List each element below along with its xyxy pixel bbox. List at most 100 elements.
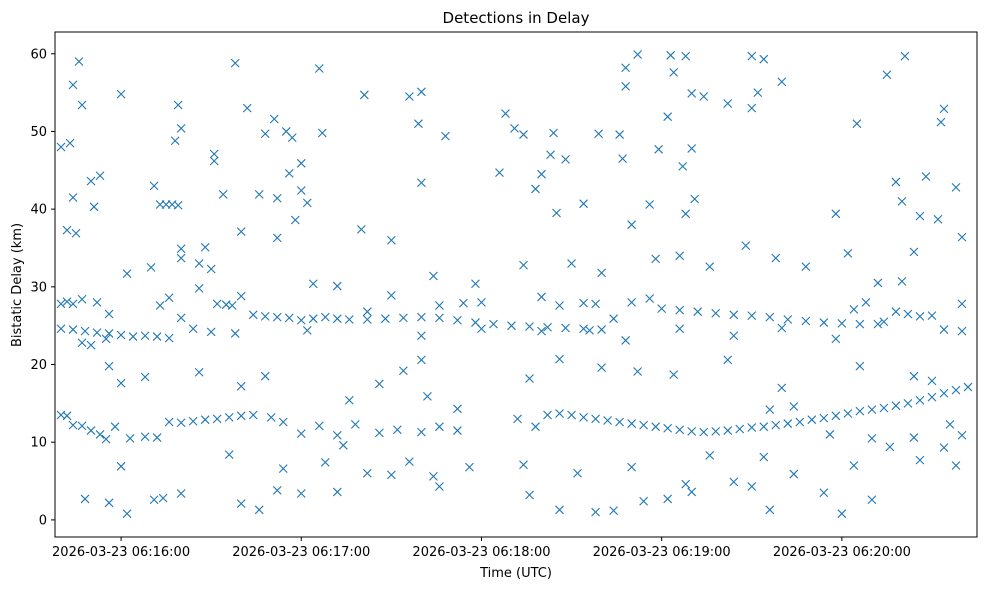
detection-point [176,253,186,263]
detection-point [272,233,282,243]
y-tick-label: 40 [30,203,47,218]
detection-point [579,199,588,209]
detection-point [789,469,799,479]
detection-point [513,414,522,424]
detection-point [639,420,649,430]
detection-point [849,461,859,470]
detection-point [86,340,96,350]
detection-point [819,413,829,423]
detection-point [849,304,859,314]
detection-point [555,301,564,310]
detection-point [125,433,135,443]
detection-point [194,283,204,293]
detection-point [591,414,600,424]
detection-point [284,169,294,178]
detection-point [621,81,631,91]
detection-point [825,430,835,439]
detection-point [501,109,510,118]
detection-point [95,430,105,439]
detection-point [465,462,474,472]
detection-point [927,392,937,402]
y-tick-label: 50 [30,125,47,140]
detection-point [164,293,174,303]
detection-point [561,323,570,333]
detection-point [206,264,216,274]
detection-point [621,63,631,73]
detection-point [308,314,318,324]
detection-point [65,138,75,148]
detection-point [332,487,342,497]
detection-point [386,235,396,245]
detection-point [236,411,246,421]
detection-point [146,263,156,272]
detection-point [77,294,87,304]
detection-point [690,194,700,204]
detection-point [801,316,811,326]
detection-point [68,299,78,309]
detection-point [218,189,228,199]
detection-point [236,291,246,301]
detection-point [543,410,552,420]
detection-point [453,315,462,325]
detection-point [531,184,540,194]
detection-point [945,419,955,429]
detection-point [296,158,306,168]
detection-point [362,468,372,478]
detection-point [200,242,210,252]
detection-point [194,367,204,377]
detection-point [609,506,618,515]
detection-point [777,383,787,393]
detection-point [525,490,534,500]
detection-point [248,310,258,320]
detection-point [435,482,444,491]
detection-point [681,51,691,61]
detection-point [939,443,949,453]
detection-point [831,209,841,219]
detection-point [765,312,775,322]
detection-point [765,505,775,515]
detection-point [417,427,426,437]
detection-point [735,424,745,434]
detection-point [903,309,913,319]
detection-point [591,507,600,517]
detection-point [62,297,72,306]
detection-point [68,193,78,202]
detection-point [699,92,709,101]
detection-point [122,269,132,279]
detection-point [546,150,555,160]
detection-point [867,495,877,505]
detection-point [110,422,120,432]
x-tick-label: 2026-03-23 06:19:00 [593,545,731,560]
detection-point [453,426,462,435]
detection-point [753,88,763,97]
detection-point [284,313,294,323]
detection-point [831,334,841,344]
detection-point [92,297,102,307]
detection-point [573,468,582,478]
detection-point [71,228,81,238]
detection-point [423,391,432,401]
detection-point [729,331,739,341]
detection-point [633,367,643,376]
detection-point [248,410,258,420]
detection-point [771,420,781,430]
detection-point [579,412,588,422]
detection-point [666,50,676,60]
detection-point [56,142,66,152]
detection-point [549,128,558,138]
detection-point [77,100,87,110]
detection-point [654,144,664,154]
detection-point [356,224,366,234]
detection-point [212,299,222,309]
detection-point [308,279,318,289]
detection-point [627,297,637,307]
detection-point [795,417,805,427]
detection-point [507,321,516,331]
detection-point [254,505,264,515]
detection-point [585,325,594,335]
x-tick-label: 2026-03-23 06:17:00 [232,545,370,560]
detection-point [414,119,423,129]
detection-point [441,131,450,141]
detection-point [891,401,901,411]
detection-point [921,172,931,181]
